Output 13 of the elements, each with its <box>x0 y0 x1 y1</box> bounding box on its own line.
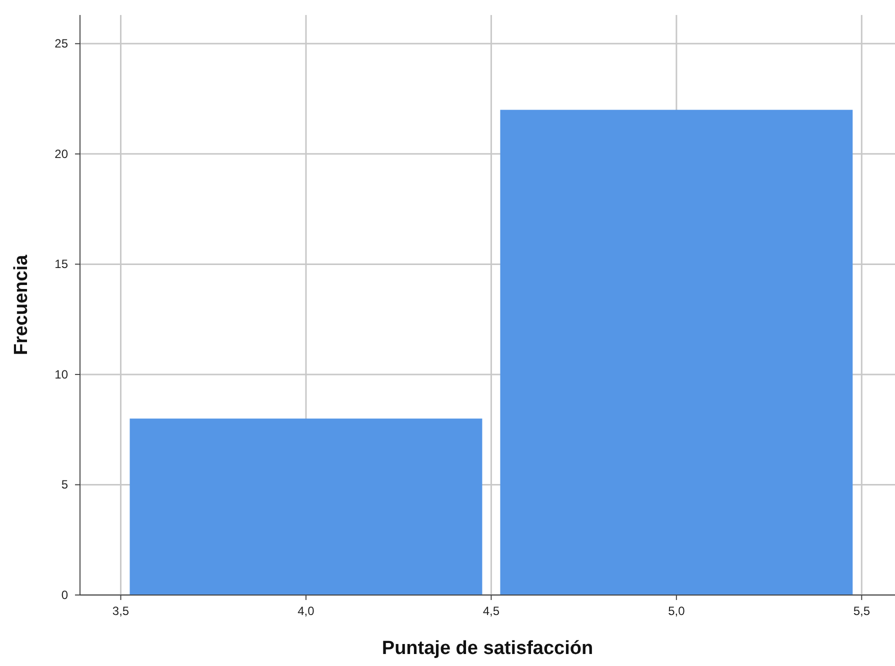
y-tick-label: 25 <box>54 36 68 51</box>
y-tick-label: 20 <box>54 146 68 161</box>
y-tick-label: 10 <box>54 367 68 382</box>
y-tick-label: 5 <box>61 478 68 492</box>
x-tick-label: 4,0 <box>298 604 315 618</box>
x-tick-label: 5,5 <box>853 604 870 618</box>
x-axis-title: Puntaje de satisfacción <box>382 638 594 659</box>
x-tick-label: 3,5 <box>112 604 130 618</box>
x-tick-label: 4,5 <box>482 604 500 618</box>
x-tick-label: 5,0 <box>668 604 686 618</box>
y-tick-label: 0 <box>61 588 68 602</box>
y-axis-title: Frecuencia <box>11 254 32 356</box>
y-tick-label: 15 <box>54 257 68 272</box>
